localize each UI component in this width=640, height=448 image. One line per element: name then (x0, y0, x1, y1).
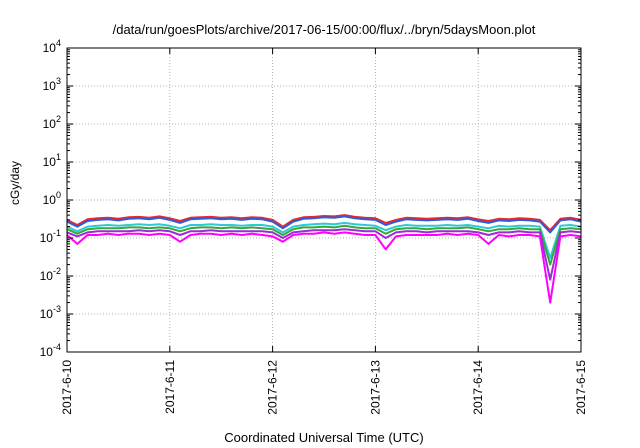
grid-lines (67, 48, 581, 352)
y-tick-label: 10-4 (40, 342, 61, 359)
series-line (66, 228, 582, 281)
y-tick-label: 104 (43, 38, 61, 55)
y-tick-labels: 10-4 10-3 10-2 10-1 100 101 102 103 104 (40, 38, 61, 359)
plot-frame (66, 47, 582, 353)
y-tick-label: 100 (43, 190, 61, 207)
x-tick-label: 2017-6-13 (368, 360, 382, 415)
y-tick-label: 103 (43, 76, 61, 93)
series-line (66, 221, 582, 259)
series-line (66, 224, 582, 266)
x-tick-label: 2017-6-15 (574, 360, 588, 415)
x-tick-label: 2017-6-14 (471, 360, 485, 415)
series-layer (66, 214, 582, 304)
y-tick-label: 10-3 (40, 304, 61, 321)
x-tick-label: 2017-6-11 (163, 360, 177, 414)
series-line (66, 215, 582, 234)
x-tick-label: 2017-6-10 (60, 360, 74, 415)
chart-title: /data/run/goesPlots/archive/2017-06-15/0… (112, 22, 536, 37)
x-axis-label: Coordinated Universal Time (UTC) (224, 430, 424, 445)
y-tick-label: 10-2 (40, 266, 61, 283)
x-tick-labels: 2017-6-10 2017-6-11 2017-6-12 2017-6-13 2017… (60, 360, 588, 415)
y-tick-label: 102 (43, 114, 61, 131)
y-tick-label: 101 (43, 152, 61, 169)
series-line (66, 231, 582, 304)
x-tick-label: 2017-6-12 (266, 360, 280, 415)
axis-ticks (66, 47, 582, 353)
series-line (66, 214, 582, 232)
y-tick-label: 10-1 (40, 228, 61, 245)
